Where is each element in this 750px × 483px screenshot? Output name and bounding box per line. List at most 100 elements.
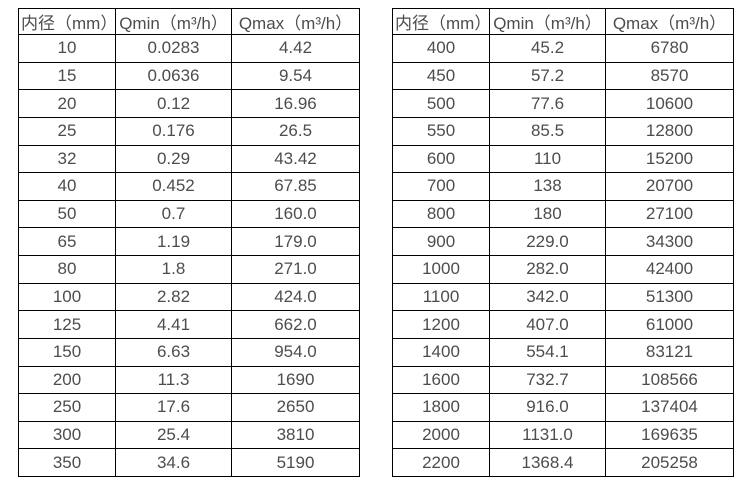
header-diameter: 内径（mm）	[392, 8, 490, 35]
cell-qmax: 3810	[231, 420, 360, 450]
cell-qmax: 1690	[231, 365, 360, 395]
table-row: 65 1.19 179.0	[18, 227, 360, 256]
cell-diameter: 500	[392, 89, 490, 118]
cell-diameter: 800	[392, 199, 490, 229]
cell-qmin: 77.6	[489, 89, 606, 118]
cell-diameter: 50	[18, 199, 116, 229]
cell-qmax: 67.85	[231, 172, 360, 201]
cell-qmax: 20700	[605, 172, 734, 201]
cell-qmin: 1.19	[115, 227, 232, 256]
cell-qmin: 2.82	[115, 282, 232, 312]
table-header-row: 内径（mm） Qmin（m³/h） Qmax（m³/h）	[392, 8, 734, 35]
table-row: 25 0.176 26.5	[18, 116, 360, 146]
cell-qmin: 1131.0	[489, 420, 606, 450]
table-row: 2200 1368.4 205258	[392, 448, 734, 477]
cell-qmin: 916.0	[489, 393, 606, 422]
table-row: 125 4.41 662.0	[18, 310, 360, 339]
table-row: 450 57.2 8570	[392, 61, 734, 91]
cell-qmax: 271.0	[231, 255, 360, 284]
table-row: 1200 407.0 61000	[392, 310, 734, 339]
header-qmax: Qmax（m³/h）	[605, 8, 734, 35]
cell-diameter: 2000	[392, 420, 490, 450]
cell-qmin: 0.0283	[115, 34, 232, 63]
table-row: 350 34.6 5190	[18, 448, 360, 477]
cell-qmax: 8570	[605, 61, 734, 91]
cell-diameter: 80	[18, 255, 116, 284]
cell-qmax: 424.0	[231, 282, 360, 312]
cell-qmin: 45.2	[489, 34, 606, 63]
cell-qmax: 51300	[605, 282, 734, 312]
cell-diameter: 400	[392, 34, 490, 63]
cell-diameter: 350	[18, 448, 116, 477]
cell-qmin: 0.29	[115, 144, 232, 174]
table-row: 600 110 15200	[392, 144, 734, 174]
cell-qmax: 16.96	[231, 89, 360, 118]
cell-qmax: 15200	[605, 144, 734, 174]
cell-diameter: 15	[18, 61, 116, 91]
table-row: 100 2.82 424.0	[18, 282, 360, 312]
cell-qmax: 179.0	[231, 227, 360, 256]
cell-qmin: 0.0636	[115, 61, 232, 91]
cell-qmin: 6.63	[115, 337, 232, 367]
cell-qmin: 229.0	[489, 227, 606, 256]
table-row: 40 0.452 67.85	[18, 172, 360, 201]
cell-qmax: 42400	[605, 255, 734, 284]
cell-diameter: 1400	[392, 337, 490, 367]
table-row: 700 138 20700	[392, 172, 734, 201]
cell-qmin: 17.6	[115, 393, 232, 422]
table-row: 500 77.6 10600	[392, 89, 734, 118]
cell-diameter: 700	[392, 172, 490, 201]
cell-qmin: 1368.4	[489, 448, 606, 477]
cell-diameter: 200	[18, 365, 116, 395]
cell-diameter: 20	[18, 89, 116, 118]
cell-qmin: 554.1	[489, 337, 606, 367]
table-row: 800 180 27100	[392, 199, 734, 229]
header-qmin: Qmin（m³/h）	[115, 8, 232, 35]
cell-diameter: 10	[18, 34, 116, 63]
cell-diameter: 1800	[392, 393, 490, 422]
cell-diameter: 550	[392, 116, 490, 146]
cell-diameter: 600	[392, 144, 490, 174]
table-row: 900 229.0 34300	[392, 227, 734, 256]
cell-diameter: 25	[18, 116, 116, 146]
cell-qmax: 205258	[605, 448, 734, 477]
cell-qmax: 61000	[605, 310, 734, 339]
cell-qmin: 407.0	[489, 310, 606, 339]
cell-diameter: 65	[18, 227, 116, 256]
flow-rate-table-large: 内径（mm） Qmin（m³/h） Qmax（m³/h） 400 45.2 6780…	[392, 8, 734, 477]
cell-qmin: 282.0	[489, 255, 606, 284]
table-header-row: 内径（mm） Qmin（m³/h） Qmax（m³/h）	[18, 8, 360, 35]
cell-qmin: 25.4	[115, 420, 232, 450]
table-row: 1100 342.0 51300	[392, 282, 734, 312]
table-row: 50 0.7 160.0	[18, 199, 360, 229]
cell-qmin: 732.7	[489, 365, 606, 395]
table-row: 10 0.0283 4.42	[18, 34, 360, 63]
cell-qmin: 11.3	[115, 365, 232, 395]
cell-qmin: 138	[489, 172, 606, 201]
cell-diameter: 900	[392, 227, 490, 256]
cell-diameter: 2200	[392, 448, 490, 477]
cell-diameter: 250	[18, 393, 116, 422]
cell-qmax: 27100	[605, 199, 734, 229]
cell-qmax: 83121	[605, 337, 734, 367]
header-diameter: 内径（mm）	[18, 8, 116, 35]
cell-qmin: 0.452	[115, 172, 232, 201]
table-row: 1000 282.0 42400	[392, 255, 734, 284]
cell-qmin: 0.12	[115, 89, 232, 118]
cell-qmax: 169635	[605, 420, 734, 450]
cell-diameter: 1000	[392, 255, 490, 284]
table-row: 80 1.8 271.0	[18, 255, 360, 284]
table-row: 1800 916.0 137404	[392, 393, 734, 422]
cell-qmax: 12800	[605, 116, 734, 146]
cell-diameter: 40	[18, 172, 116, 201]
cell-diameter: 100	[18, 282, 116, 312]
cell-qmax: 137404	[605, 393, 734, 422]
cell-diameter: 450	[392, 61, 490, 91]
table-row: 400 45.2 6780	[392, 34, 734, 63]
cell-qmin: 34.6	[115, 448, 232, 477]
flow-rate-table-small: 内径（mm） Qmin（m³/h） Qmax（m³/h） 10 0.0283 4.4…	[18, 8, 360, 477]
cell-qmax: 4.42	[231, 34, 360, 63]
table-row: 32 0.29 43.42	[18, 144, 360, 174]
cell-qmax: 2650	[231, 393, 360, 422]
